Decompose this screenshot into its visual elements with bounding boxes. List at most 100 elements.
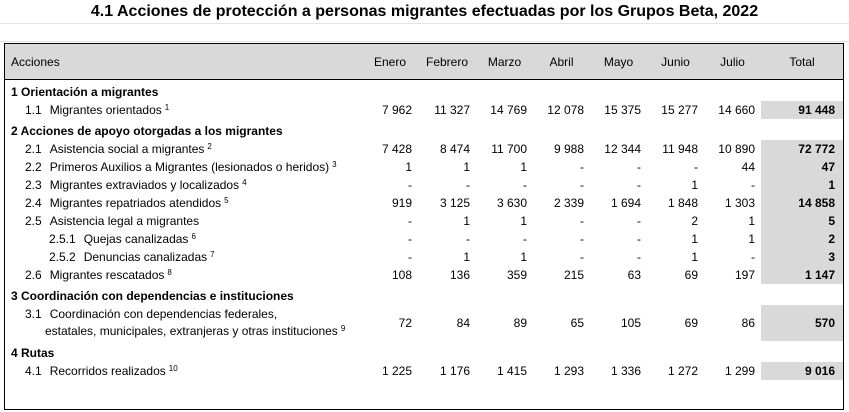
total-cell: 14 858 <box>761 194 843 212</box>
row-code: 2.2 <box>25 160 42 174</box>
gridline <box>0 41 849 42</box>
value-cell: 1 <box>463 214 470 228</box>
value-cell: 215 <box>563 268 584 282</box>
value-cell: 2 <box>691 214 698 228</box>
footnote-ref: 9 <box>340 324 346 333</box>
value-cell: - <box>408 232 412 246</box>
value-cell: 12 344 <box>604 142 641 156</box>
value-cell: 15 375 <box>604 103 641 117</box>
row-code: 2.3 <box>25 178 42 192</box>
value-cell: - <box>408 214 412 228</box>
row-label-cell: 2.2 Primeros Auxilios a Migrantes (lesion… <box>5 158 362 176</box>
row-code: 2.6 <box>25 268 42 282</box>
row-code: 2.1 <box>25 142 42 156</box>
value-cell: 1 336 <box>610 364 641 378</box>
header-month: Abril <box>533 44 590 80</box>
header-row: Acciones Enero Febrero Marzo Abril Mayo … <box>5 44 843 80</box>
row-code: 1.1 <box>25 103 42 117</box>
section-label: 4 Rutas <box>11 346 55 360</box>
footnote-ref <box>199 214 202 223</box>
value-cell: 1 <box>520 250 527 264</box>
gridline <box>0 23 849 24</box>
section-row: 3 Coordinación con dependencias e instit… <box>5 287 843 305</box>
table-row: 2.3 Migrantes extraviados y localizados 4 -… <box>5 176 843 194</box>
value-cell: 8 474 <box>439 142 470 156</box>
footnote-ref: 4 <box>242 178 247 187</box>
row-label-cell: 2.3 Migrantes extraviados y localizados 4 <box>5 176 362 194</box>
row-code: 2.5 <box>25 214 42 228</box>
value-cell: 1 <box>748 214 755 228</box>
value-cell: - <box>637 250 641 264</box>
value-cell: 11 327 <box>434 103 470 117</box>
total-cell: 1 147 <box>761 266 843 284</box>
value-cell: 1 <box>463 250 470 264</box>
value-cell: - <box>523 232 527 246</box>
section-label: 2 Acciones de apoyo otorgadas a los migr… <box>11 124 283 138</box>
total-cell: 2 <box>761 230 843 248</box>
table-row: 2.5.1 Quejas canalizadas 6- - - - -1 1 2 <box>5 230 843 248</box>
value-cell: - <box>580 250 584 264</box>
header-month: Marzo <box>476 44 533 80</box>
section-row: 1 Orientación a migrantes <box>5 83 843 101</box>
total-cell: 570 <box>761 305 843 341</box>
value-cell: 69 <box>684 268 698 282</box>
value-cell: - <box>523 178 527 192</box>
value-cell: 359 <box>506 268 527 282</box>
footnote-ref: 3 <box>332 160 337 169</box>
footnote-ref: 8 <box>167 268 172 277</box>
value-cell: 69 <box>684 316 698 330</box>
data-table-frame: Acciones Enero Febrero Marzo Abril Mayo … <box>4 43 844 410</box>
header-month: Febrero <box>418 44 476 80</box>
value-cell: 1 <box>748 232 755 246</box>
table-body: 1 Orientación a migrantes 1.1 Migrantes or… <box>5 80 843 380</box>
value-cell: - <box>580 214 584 228</box>
table-row: 2.6 Migrantes rescatados 8 108 136 359 215 63 69… <box>5 266 843 284</box>
section-row: 2 Acciones de apoyo otorgadas a los migr… <box>5 122 843 140</box>
value-cell: 1 <box>691 250 698 264</box>
table-row: 2.2 Primeros Auxilios a Migrantes (lesion… <box>5 158 843 176</box>
value-cell: 197 <box>734 268 755 282</box>
table-row: 1.1 Migrantes orientados 1 7 962 11 327 14 76… <box>5 101 843 119</box>
value-cell: 1 694 <box>610 196 641 210</box>
row-label: Recorridos realizados <box>49 364 166 378</box>
footnote-ref: 1 <box>164 103 170 112</box>
value-cell: 1 225 <box>381 364 412 378</box>
value-cell: - <box>637 232 641 246</box>
total-cell: 9 016 <box>761 362 843 380</box>
footnote-ref: 6 <box>191 232 196 241</box>
value-cell: 84 <box>456 316 470 330</box>
value-cell: 15 277 <box>661 103 698 117</box>
value-cell: 136 <box>449 268 470 282</box>
row-code: 2.5.2 <box>49 250 76 264</box>
value-cell: - <box>408 250 412 264</box>
table-row: 2.5.2 Denuncias canalizadas 7-1 1- -1-3 <box>5 248 843 266</box>
value-cell: - <box>637 160 641 174</box>
header-month: Julio <box>704 44 761 80</box>
value-cell: 44 <box>741 160 755 174</box>
section-label: 1 Orientación a migrantes <box>11 85 159 99</box>
value-cell: 72 <box>398 316 412 330</box>
row-label-cell: 2.5 Asistencia legal a migrantes <box>5 212 362 230</box>
row-label-cell: 4.1 Recorridos realizados 10 <box>5 362 362 380</box>
row-label-cell: 2.1 Asistencia social a migrantes 2 <box>5 140 362 158</box>
value-cell: - <box>580 232 584 246</box>
data-table: Acciones Enero Febrero Marzo Abril Mayo … <box>5 44 843 380</box>
table-row: 3.1 Coordinación con dependencias federal… <box>5 305 843 341</box>
value-cell: 105 <box>620 316 641 330</box>
value-cell: 14 660 <box>718 103 755 117</box>
value-cell: 86 <box>741 316 755 330</box>
row-label-cell: 3.1 Coordinación con dependencias federal… <box>5 305 362 341</box>
value-cell: 1 <box>691 178 698 192</box>
row-label: Migrantes orientados <box>49 103 162 117</box>
value-cell: 12 078 <box>547 103 584 117</box>
row-code: 3.1 <box>25 307 42 321</box>
value-cell: - <box>580 178 584 192</box>
value-cell: 1 <box>405 160 412 174</box>
value-cell: 3 630 <box>496 196 527 210</box>
total-cell: 72 772 <box>761 140 843 158</box>
footnote-ref: 5 <box>224 196 229 205</box>
value-cell: 11 948 <box>662 142 698 156</box>
total-cell: 47 <box>761 158 843 176</box>
footnote-ref: 7 <box>210 250 215 259</box>
value-cell: 7 428 <box>381 142 412 156</box>
